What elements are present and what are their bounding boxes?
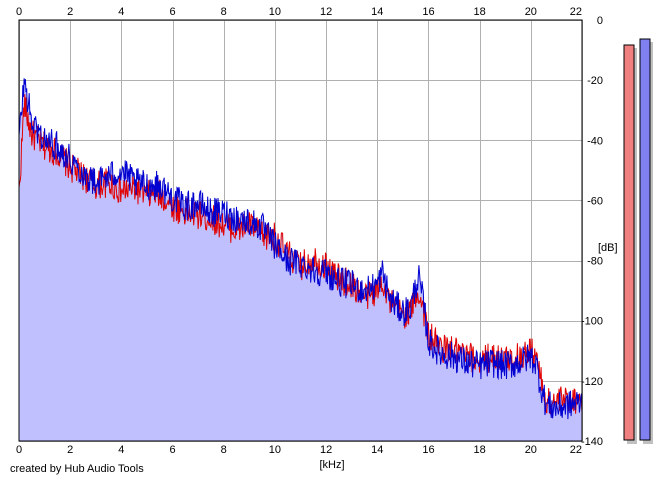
x-tick-label-top: 20 bbox=[525, 6, 537, 18]
x-tick-labels-top: 0 2 4 6 8 10 12 14 16 18 20 22 bbox=[16, 6, 582, 18]
x-tick-label-bottom: 4 bbox=[118, 444, 124, 456]
x-tick-label-top: 4 bbox=[118, 6, 124, 18]
x-axis-label: [kHz] bbox=[319, 459, 344, 471]
series-line-2 bbox=[18, 78, 583, 420]
y-tick-label: -100 bbox=[581, 316, 603, 328]
x-tick-label-bottom: 16 bbox=[422, 444, 434, 456]
x-tick-label-top: 12 bbox=[320, 6, 332, 18]
x-tick-label-top: 6 bbox=[169, 6, 175, 18]
x-tick-label-bottom: 0 bbox=[16, 444, 22, 456]
x-tick-label-top: 18 bbox=[474, 6, 486, 18]
x-tick-label-top: 14 bbox=[371, 6, 383, 18]
level-meter-left bbox=[623, 44, 635, 441]
level-meters bbox=[623, 38, 653, 444]
y-tick-label: -60 bbox=[587, 195, 603, 207]
x-tick-label-top: 22 bbox=[570, 6, 582, 18]
series-lines bbox=[18, 78, 583, 420]
x-tick-label-bottom: 2 bbox=[67, 444, 73, 456]
credit-text: created by Hub Audio Tools bbox=[10, 463, 144, 475]
x-tick-label-top: 0 bbox=[16, 6, 22, 18]
x-tick-label-top: 2 bbox=[67, 6, 73, 18]
x-tick-label-top: 8 bbox=[221, 6, 227, 18]
x-tick-label-bottom: 20 bbox=[525, 444, 537, 456]
x-tick-label-bottom: 10 bbox=[269, 444, 281, 456]
y-tick-label: -20 bbox=[587, 75, 603, 87]
x-tick-label-bottom: 14 bbox=[371, 444, 383, 456]
plot-frame bbox=[18, 19, 583, 442]
y-tick-labels: 0 -20 -40 -60 -80 -100 -120 -140 bbox=[581, 15, 603, 448]
x-tick-label-bottom: 22 bbox=[570, 444, 582, 456]
y-tick-label: -140 bbox=[581, 436, 603, 448]
level-meter-right bbox=[639, 38, 651, 441]
x-tick-labels-bottom: 0 2 4 6 8 10 12 14 16 18 20 22 bbox=[16, 444, 582, 456]
x-tick-label-bottom: 18 bbox=[474, 444, 486, 456]
y-tick-label: -40 bbox=[587, 135, 603, 147]
x-tick-label-top: 16 bbox=[422, 6, 434, 18]
x-tick-label-bottom: 8 bbox=[221, 444, 227, 456]
x-tick-label-bottom: 12 bbox=[320, 444, 332, 456]
x-tick-label-top: 10 bbox=[269, 6, 281, 18]
y-tick-label: 0 bbox=[597, 15, 603, 27]
y-tick-label: -80 bbox=[587, 256, 603, 268]
y-tick-label: -120 bbox=[581, 376, 603, 388]
x-tick-label-bottom: 6 bbox=[169, 444, 175, 456]
y-axis-label: [dB] bbox=[598, 242, 618, 254]
